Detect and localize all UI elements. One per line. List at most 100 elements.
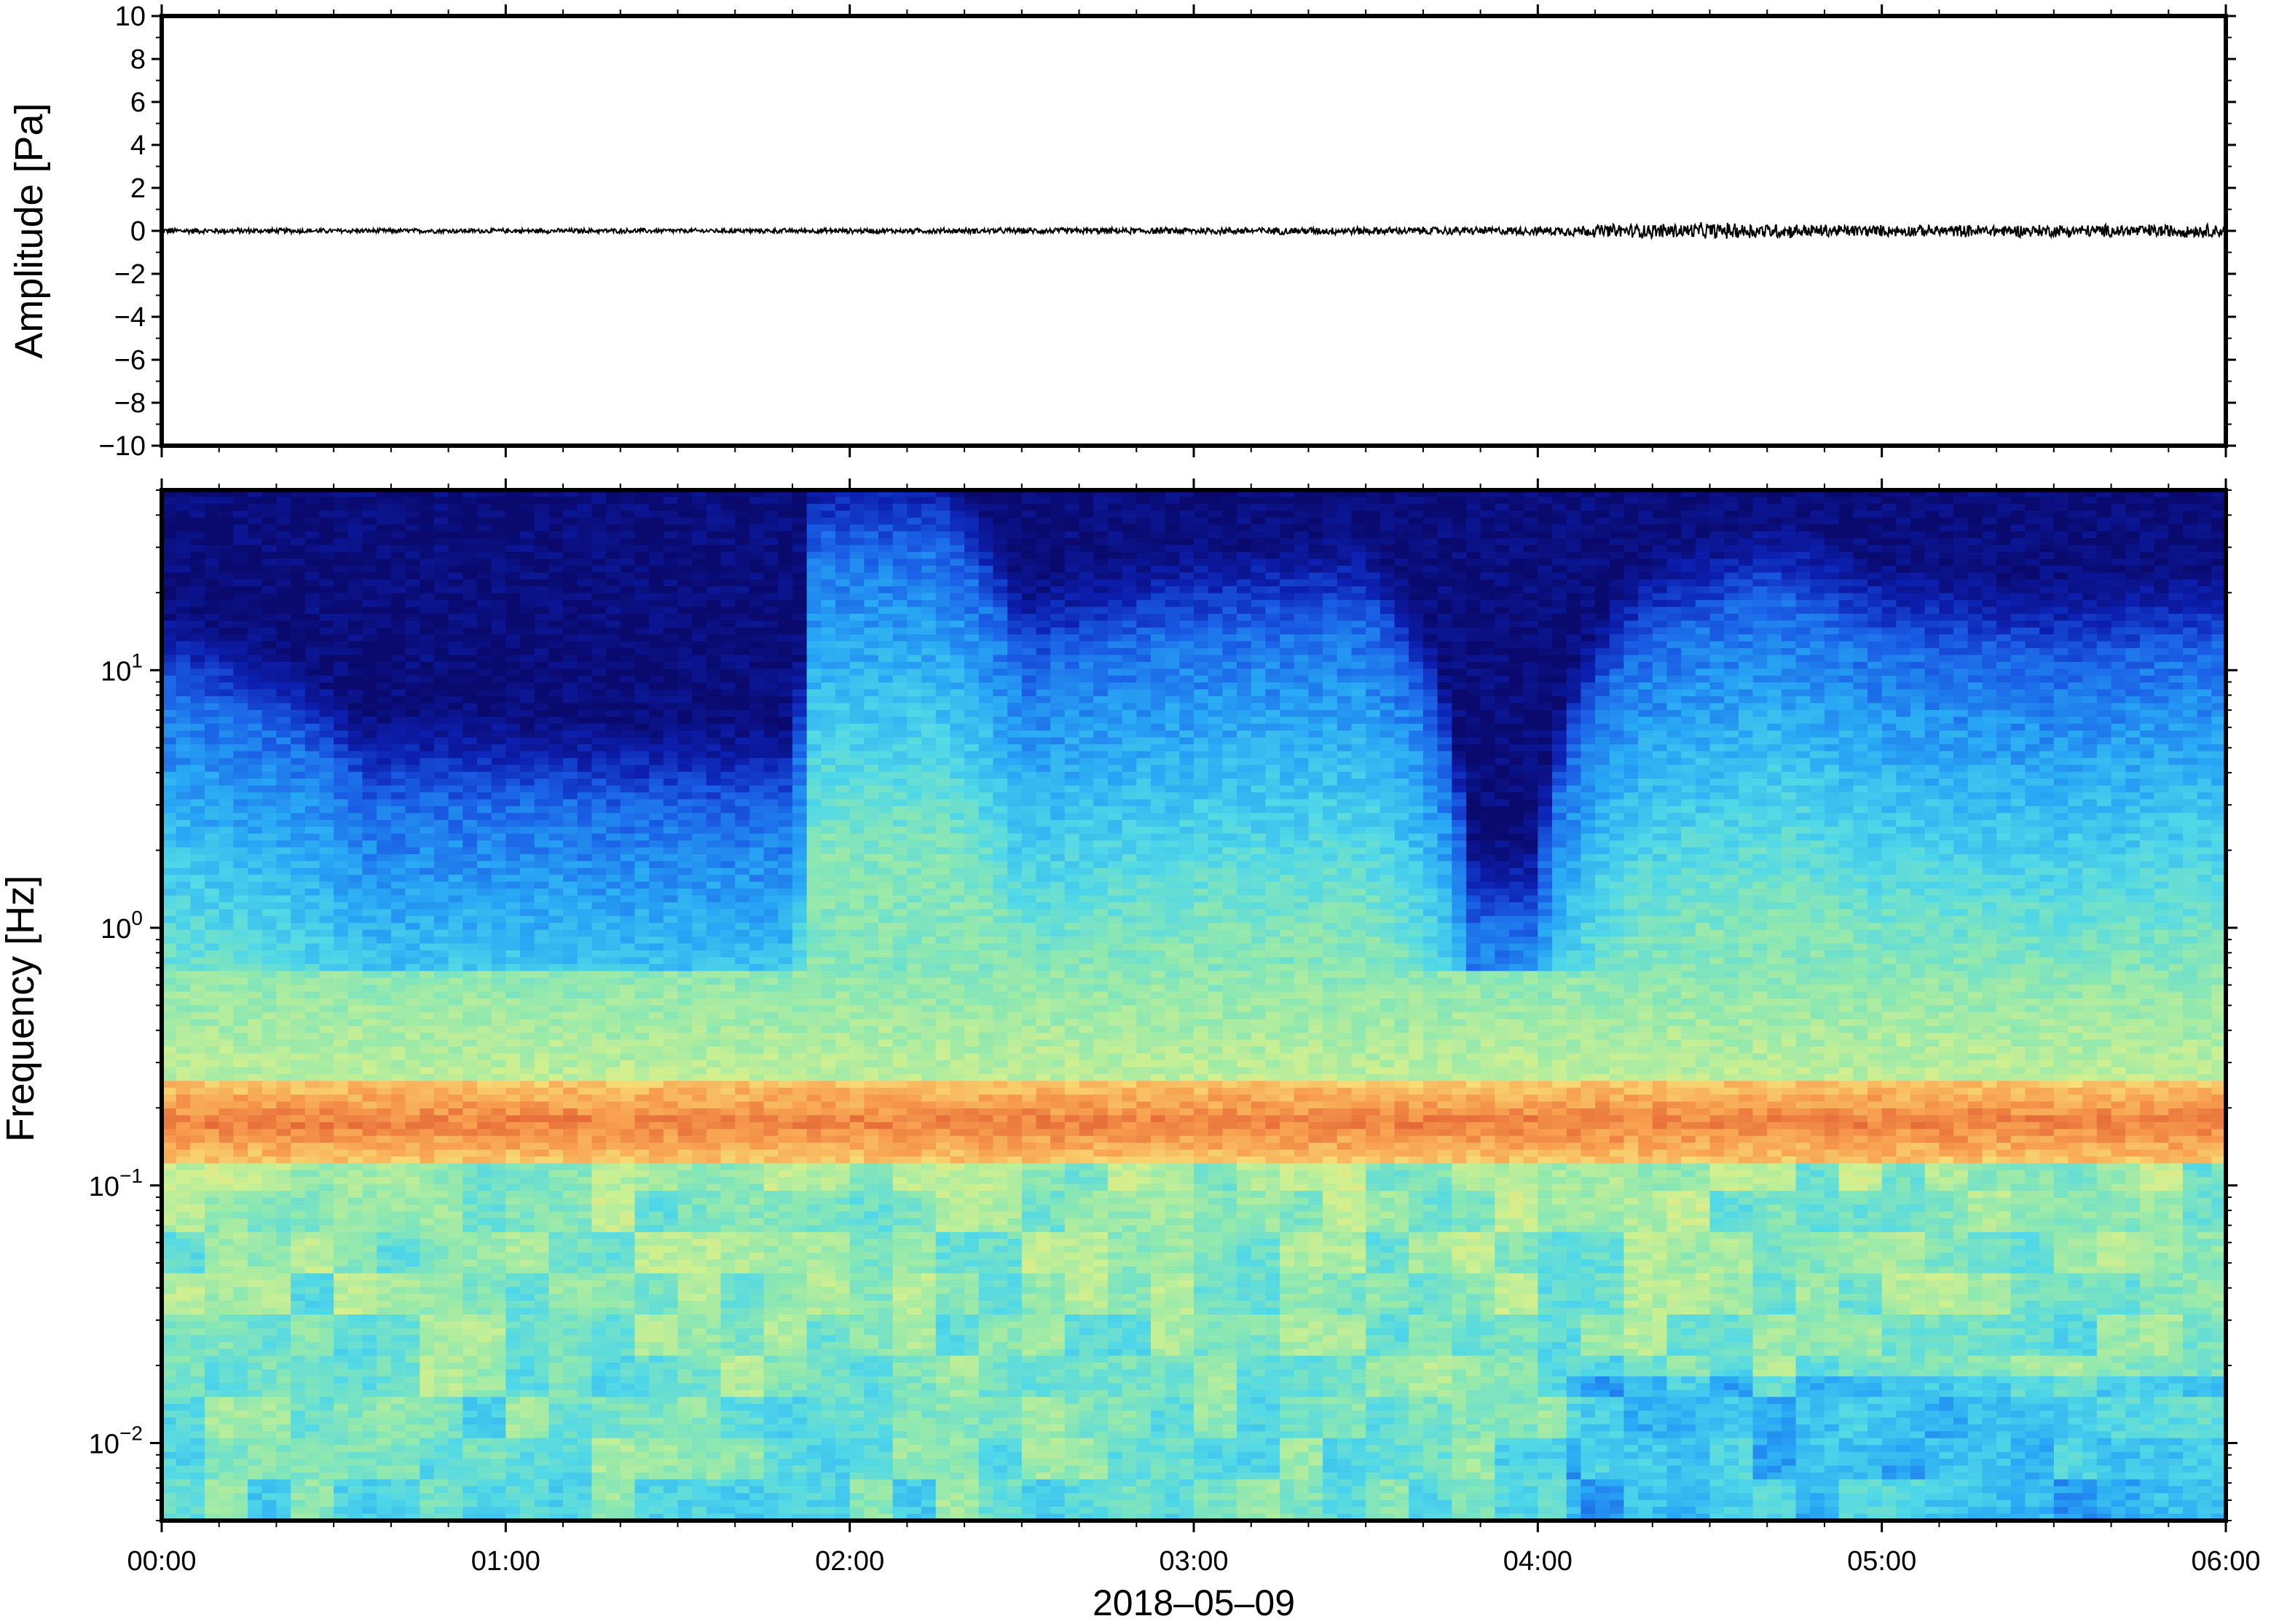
spectrogram-cell xyxy=(491,1095,506,1103)
spectrogram-cell xyxy=(463,1486,478,1494)
spectrogram-cell xyxy=(420,1445,435,1453)
spectrogram-cell xyxy=(347,1191,363,1199)
spectrogram-cell xyxy=(248,1424,263,1432)
spectrogram-cell xyxy=(248,1163,263,1171)
spectrogram-cell xyxy=(219,737,234,745)
spectrogram-cell xyxy=(219,586,234,594)
spectrogram-cell xyxy=(334,1280,349,1288)
spectrogram-cell xyxy=(248,943,263,951)
spectrogram-cell xyxy=(362,620,377,628)
spectrogram-cell xyxy=(591,538,607,546)
spectrogram-cell xyxy=(176,991,191,999)
spectrogram-cell xyxy=(219,792,234,800)
spectrogram-cell xyxy=(577,723,593,731)
spectrogram-cell xyxy=(176,909,191,917)
spectrogram-cell xyxy=(304,551,320,559)
spectrogram-cell xyxy=(233,524,248,532)
spectrogram-cell xyxy=(176,1328,191,1336)
spectrogram-cell xyxy=(362,579,377,587)
spectrogram-cell xyxy=(347,572,363,580)
spectrogram-cell xyxy=(433,503,449,511)
spectrogram-cell xyxy=(304,1479,320,1487)
spectrogram-cell xyxy=(219,1438,234,1446)
spectrogram-cell xyxy=(291,1383,306,1391)
spectrogram-cell xyxy=(520,1424,535,1432)
spectrogram-cell xyxy=(476,902,492,910)
spectrogram-cell xyxy=(304,867,320,875)
spectrogram-cell xyxy=(591,847,607,855)
spectrogram-cell xyxy=(448,1108,463,1116)
spectrogram-cell xyxy=(190,586,205,594)
spectrogram-cell xyxy=(190,607,205,615)
spectrogram-cell xyxy=(448,1499,463,1507)
spectrogram-cell xyxy=(520,1095,535,1103)
spectrogram-cell xyxy=(362,1493,377,1501)
spectrogram-cell xyxy=(205,977,220,985)
spectrogram-cell xyxy=(548,1349,564,1357)
spectrogram-cell xyxy=(162,709,177,717)
spectrogram-cell xyxy=(577,1465,593,1473)
spectrogram-cell xyxy=(390,1156,406,1164)
spectrogram-cell xyxy=(548,538,564,546)
spectrogram-cell xyxy=(304,1170,320,1178)
spectrogram-cell xyxy=(233,1122,248,1130)
spectrogram-cell xyxy=(162,1039,177,1047)
spectrogram-cell xyxy=(304,723,320,731)
spectrogram-cell xyxy=(233,792,248,800)
spectrogram-cell xyxy=(420,751,435,759)
spectrogram-cell xyxy=(420,1259,435,1267)
spectrogram-cell xyxy=(319,854,334,862)
spectrogram-cell xyxy=(276,1424,291,1432)
spectrogram-cell xyxy=(563,963,578,971)
spectrogram-cell xyxy=(304,1073,320,1081)
spectrogram-cell xyxy=(534,524,549,532)
spectrogram-cell xyxy=(377,895,392,903)
spectrogram-cell xyxy=(420,1163,435,1171)
spectrogram-cell xyxy=(548,593,564,601)
spectrogram-cell xyxy=(606,490,621,498)
spectrogram-cell xyxy=(491,717,506,725)
spectrogram-cell xyxy=(505,771,521,779)
spectrogram-cell xyxy=(591,1163,607,1171)
spectrogram-cell xyxy=(233,867,248,875)
spectrogram-cell xyxy=(591,991,607,999)
spectrogram-cell xyxy=(162,1424,177,1432)
spectrogram-cell xyxy=(606,1417,621,1425)
spectrogram-cell xyxy=(520,1376,535,1384)
spectrogram-cell xyxy=(463,1231,478,1239)
spectrogram-cell xyxy=(347,813,363,821)
spectrogram-cell xyxy=(463,1108,478,1116)
spectrogram-cell xyxy=(362,1438,377,1446)
spectrogram-cell xyxy=(205,1307,220,1315)
spectrogram-cell xyxy=(291,867,306,875)
spectrogram-cell xyxy=(491,751,506,759)
spectrogram-cell xyxy=(334,985,349,993)
spectrogram-cell xyxy=(276,1287,291,1295)
spectrogram-cell xyxy=(577,497,593,505)
spectrogram-cell xyxy=(276,771,291,779)
spectrogram-cell xyxy=(433,805,449,813)
spectrogram-cell xyxy=(261,813,278,821)
spectrogram-cell xyxy=(390,1383,406,1391)
spectrogram-cell xyxy=(362,1177,377,1185)
spectrogram-cell xyxy=(261,593,278,601)
spectrogram-cell xyxy=(577,1218,593,1226)
spectrogram-cell xyxy=(620,689,636,697)
spectrogram-cell xyxy=(176,1293,191,1301)
spectrogram-cell xyxy=(334,1424,349,1432)
spectrogram-cell xyxy=(233,641,248,649)
spectrogram-cell xyxy=(448,1122,463,1130)
spectrogram-cell xyxy=(176,1087,191,1095)
spectrogram-cell xyxy=(190,1060,205,1068)
spectrogram-cell xyxy=(420,545,435,553)
spectrogram-cell xyxy=(577,1259,593,1267)
spectrogram-cell xyxy=(591,1053,607,1061)
spectrogram-cell xyxy=(304,923,320,931)
spectrogram-cell xyxy=(377,1170,392,1178)
spectrogram-cell xyxy=(319,1177,334,1185)
spectrogram-cell xyxy=(505,1170,521,1178)
spectrogram-cell xyxy=(162,833,177,841)
spectrogram-cell xyxy=(448,627,463,635)
spectrogram-cell xyxy=(362,1451,377,1459)
spectrogram-cell xyxy=(219,819,234,827)
